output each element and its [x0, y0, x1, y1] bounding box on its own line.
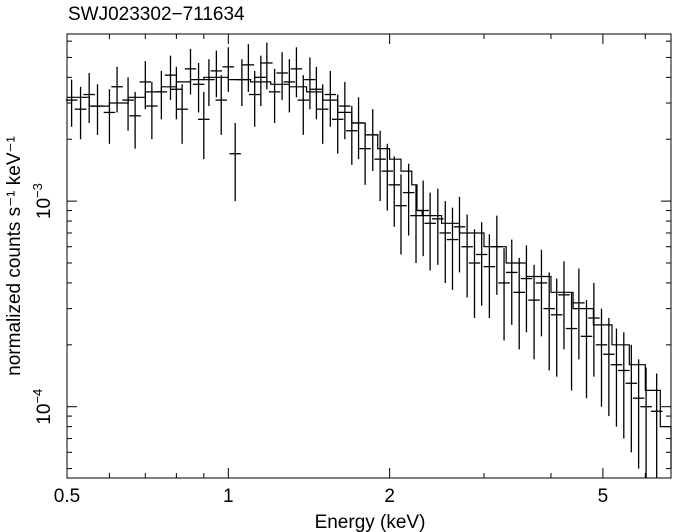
- data-point: [520, 245, 533, 333]
- data-point: [74, 86, 87, 140]
- data-point: [331, 94, 344, 154]
- data-point: [139, 61, 152, 110]
- data-point: [210, 50, 223, 98]
- plot-frame: [66, 33, 672, 479]
- data-point: [424, 192, 436, 271]
- y-axis: 10−4 10−3: [30, 40, 671, 470]
- data-point: [618, 332, 630, 439]
- model-series: [67, 76, 672, 469]
- data-point: [304, 57, 316, 110]
- data-point: [248, 70, 261, 127]
- data-point: [388, 156, 400, 227]
- x-tick-label: 0.5: [54, 486, 80, 507]
- data-point: [359, 122, 371, 185]
- data-point: [528, 264, 540, 360]
- data-point: [573, 268, 585, 360]
- data-point: [595, 308, 608, 407]
- data-point: [111, 66, 123, 113]
- data-point: [506, 239, 518, 325]
- data-point: [146, 81, 158, 140]
- data-point: [83, 72, 95, 123]
- chart-title: SWJ023302−711634: [68, 4, 245, 25]
- data-point: [215, 75, 227, 135]
- data-point: [122, 77, 134, 131]
- data-point: [417, 180, 429, 257]
- y-tick-label: 10−4: [30, 389, 55, 425]
- data-point: [588, 282, 600, 377]
- x-tick-label: 2: [384, 486, 395, 507]
- data-point: [192, 62, 205, 113]
- data-point: [310, 66, 323, 120]
- data-point: [432, 188, 444, 265]
- x-axis-label: Energy (keV): [315, 512, 426, 532]
- data-point: [164, 55, 177, 101]
- data-point: [276, 52, 288, 101]
- data-point: [229, 122, 241, 202]
- data-point: [170, 66, 183, 120]
- x-tick-label: 1: [223, 486, 234, 507]
- data-point: [374, 130, 386, 202]
- data-point: [439, 201, 452, 283]
- data-point: [650, 373, 663, 478]
- data-point: [176, 84, 188, 144]
- y-axis-label: normalized counts s⁻¹ keV⁻¹: [4, 136, 25, 376]
- data-point: [203, 59, 215, 107]
- data-point: [236, 59, 248, 107]
- data-point: [255, 55, 267, 107]
- data-point: [381, 143, 394, 211]
- model-line: [67, 76, 672, 469]
- data-point: [290, 47, 303, 98]
- data-point: [65, 79, 78, 127]
- data-point: [610, 328, 623, 427]
- data-point: [346, 106, 358, 165]
- data-point: [491, 215, 503, 295]
- data-point: [543, 272, 555, 371]
- data-point: [475, 222, 488, 306]
- data-point: [91, 84, 104, 135]
- data-point: [468, 229, 481, 319]
- data-point: [632, 359, 645, 469]
- data-point: [103, 89, 116, 144]
- data-point: [603, 318, 615, 417]
- data-point: [625, 344, 638, 453]
- data-point: [129, 91, 141, 149]
- data-point: [410, 184, 422, 264]
- data-point: [242, 44, 255, 92]
- data-point: [268, 68, 281, 123]
- data-point: [339, 81, 351, 140]
- data-point: [222, 47, 235, 92]
- data-point: [395, 174, 407, 255]
- x-tick-label: 5: [598, 486, 609, 507]
- data-point: [453, 196, 466, 273]
- data-point: [198, 91, 210, 160]
- x-axis: 0.5 1 2 5: [54, 34, 646, 507]
- data-point: [352, 97, 365, 160]
- data-point: [565, 292, 578, 391]
- data-point: [513, 257, 525, 350]
- data-point: [155, 70, 168, 120]
- data-point: [184, 48, 197, 95]
- data-point: [640, 367, 652, 478]
- data-point: [261, 42, 273, 90]
- data-point: [535, 249, 548, 337]
- data-point: [580, 300, 593, 399]
- data-point: [498, 248, 510, 341]
- data-point: [558, 261, 570, 350]
- data-point: [366, 109, 379, 172]
- data-point: [446, 207, 459, 290]
- data-point: [461, 214, 473, 298]
- data-series: [65, 42, 663, 478]
- data-point: [550, 278, 563, 377]
- data-point: [402, 163, 415, 236]
- y-tick-label: 10−3: [30, 183, 55, 219]
- data-point: [297, 75, 310, 135]
- data-point: [324, 70, 337, 127]
- data-point: [483, 234, 496, 319]
- data-point: [283, 59, 296, 113]
- data-point: [316, 84, 329, 144]
